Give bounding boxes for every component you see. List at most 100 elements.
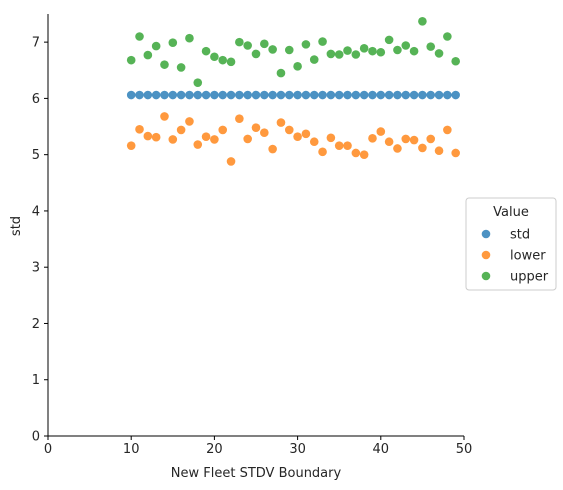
point-upper: [426, 42, 436, 51]
point-std: [409, 90, 419, 100]
point-upper: [368, 46, 377, 56]
point-lower: [426, 134, 436, 144]
point-lower: [235, 114, 244, 123]
point-lower: [210, 135, 219, 144]
point-upper: [193, 78, 203, 87]
legend-label-upper: upper: [510, 270, 549, 285]
point-lower: [218, 125, 228, 135]
point-lower: [168, 135, 178, 144]
point-std: [376, 90, 386, 100]
point-lower: [143, 131, 153, 141]
legend-frame: [465, 197, 557, 291]
point-upper: [260, 39, 269, 49]
point-lower: [409, 135, 419, 145]
x-tick-label: 20: [206, 442, 223, 457]
point-lower: [293, 132, 302, 141]
point-lower: [309, 137, 319, 147]
point-lower: [401, 134, 411, 144]
point-std: [359, 90, 369, 100]
point-std: [193, 90, 203, 100]
legend-marker-lower: [481, 250, 491, 260]
x-tick-label: 40: [373, 442, 390, 457]
point-upper: [301, 40, 311, 49]
point-std: [443, 90, 452, 100]
point-std: [243, 90, 252, 100]
point-std: [201, 90, 211, 100]
point-upper: [284, 45, 294, 55]
y-tick-label: 4: [32, 204, 40, 219]
legend-marker-upper: [481, 271, 491, 281]
point-std: [393, 90, 402, 100]
point-upper: [151, 41, 161, 51]
point-lower: [418, 143, 427, 153]
point-std: [210, 90, 219, 100]
point-upper: [334, 50, 344, 59]
point-lower: [260, 128, 269, 138]
point-std: [260, 90, 269, 100]
point-lower: [201, 132, 211, 141]
point-lower: [301, 129, 311, 139]
point-upper: [443, 32, 452, 41]
x-tick-label: 0: [44, 442, 52, 457]
point-lower: [318, 147, 327, 157]
point-lower: [343, 141, 352, 150]
point-lower: [359, 150, 369, 159]
y-tick-label: 2: [32, 317, 40, 332]
point-std: [135, 90, 144, 100]
point-std: [218, 90, 228, 100]
point-std: [451, 90, 460, 100]
point-upper: [326, 49, 336, 59]
point-std: [185, 90, 194, 100]
point-std: [384, 90, 394, 100]
point-lower: [193, 140, 203, 149]
point-upper: [384, 35, 394, 45]
point-upper: [318, 37, 327, 46]
point-upper: [126, 55, 136, 65]
point-upper: [268, 45, 277, 54]
point-lower: [434, 146, 444, 156]
point-lower: [268, 144, 277, 154]
point-lower: [376, 127, 386, 136]
ticks: 0 10 20 30 40 50 0 1 2 3 4 5 6 7: [32, 36, 473, 457]
y-axis-label: std: [9, 216, 24, 236]
legend-marker-std: [481, 229, 491, 239]
point-upper: [218, 55, 228, 65]
point-std: [276, 90, 286, 100]
point-lower: [384, 137, 394, 147]
y-tick-label: 1: [32, 373, 40, 388]
point-std: [251, 90, 261, 100]
point-lower: [334, 141, 344, 150]
point-std: [226, 90, 236, 100]
point-upper: [135, 32, 144, 41]
x-axis-label: New Fleet STDV Boundary: [171, 466, 342, 481]
point-upper: [210, 52, 219, 62]
point-lower: [251, 123, 261, 132]
y-tick-label: 5: [32, 148, 40, 163]
series-std: [126, 90, 460, 100]
point-lower: [135, 125, 144, 134]
point-lower: [226, 157, 236, 166]
series-lower: [126, 112, 460, 166]
point-std: [168, 90, 178, 100]
legend-label-lower: lower: [510, 249, 546, 264]
x-tick-label: 50: [456, 442, 473, 457]
point-upper: [143, 50, 153, 60]
point-upper: [251, 49, 261, 59]
axes: [47, 14, 464, 437]
point-lower: [160, 112, 169, 121]
point-lower: [443, 125, 452, 135]
point-std: [151, 90, 161, 100]
point-std: [176, 90, 186, 100]
point-upper: [359, 44, 369, 53]
point-upper: [226, 57, 236, 67]
point-upper: [160, 60, 169, 69]
point-upper: [176, 63, 186, 72]
x-tick-label: 10: [123, 442, 140, 457]
series-upper: [126, 17, 460, 87]
point-upper: [451, 56, 460, 66]
point-lower: [393, 144, 402, 153]
point-upper: [168, 38, 178, 47]
point-upper: [201, 46, 211, 56]
data-points: [126, 17, 460, 166]
